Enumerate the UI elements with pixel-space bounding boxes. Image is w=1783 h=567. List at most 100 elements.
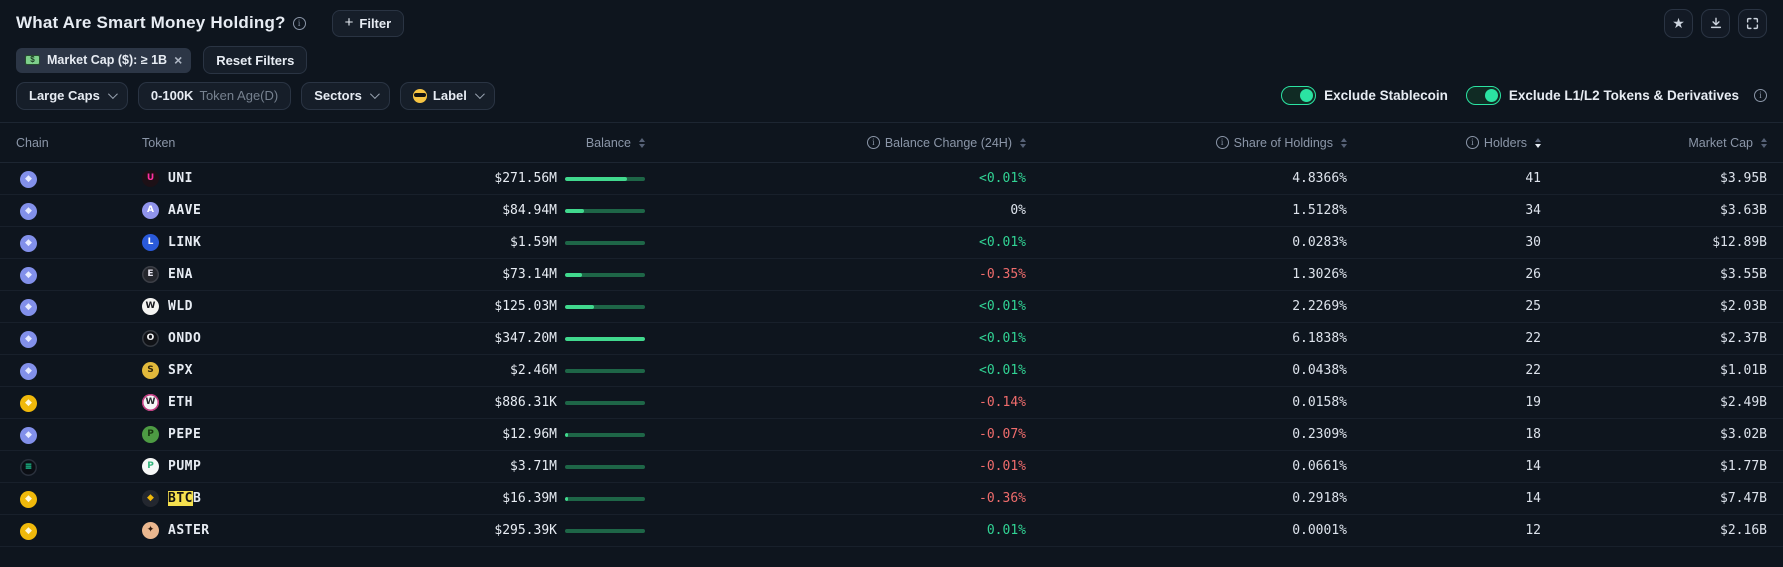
table-row[interactable]: ◆ A AAVE $84.94M 0% 1.5128% 34 $3.63B — [0, 195, 1783, 227]
chevron-down-icon — [369, 89, 380, 100]
sort-icon[interactable] — [1341, 137, 1347, 148]
column-header-balance-change[interactable]: i Balance Change (24H) — [645, 136, 1026, 150]
token-name[interactable]: PEPE — [168, 427, 202, 442]
market-cap-filter-chip[interactable]: $ Market Cap ($): ≥ 1B × — [16, 47, 192, 73]
holders-info-icon[interactable]: i — [1465, 136, 1479, 149]
token-cell[interactable]: P PEPE — [130, 426, 344, 443]
chain-cell: ◆ — [0, 169, 130, 188]
token-name[interactable]: UNI — [168, 171, 193, 186]
exclude-stablecoin-toggle[interactable] — [1281, 86, 1317, 105]
token-name[interactable]: AAVE — [168, 203, 202, 218]
reset-filters-button[interactable]: Reset Filters — [203, 46, 308, 74]
token-cell[interactable]: A AAVE — [130, 202, 344, 219]
table-row[interactable]: ◆ W ETH $886.31K -0.14% 0.0158% 19 $2.49… — [0, 387, 1783, 419]
table-row[interactable]: ◆ ◆ BTCB $16.39M -0.36% 0.2918% 14 $7.47… — [0, 483, 1783, 515]
column-header-holders[interactable]: i Holders — [1347, 136, 1541, 150]
remove-filter-icon[interactable]: × — [174, 52, 183, 68]
share-value: 0.0661% — [1292, 459, 1347, 474]
share-cell: 1.5128% — [1026, 203, 1347, 218]
holders-value: 22 — [1525, 363, 1541, 378]
token-cell[interactable]: L LINK — [130, 234, 344, 251]
token-cell[interactable]: O ONDO — [130, 330, 344, 347]
token-age-label: Token Age(D) — [199, 88, 279, 103]
exclude-l1l2-toggle[interactable] — [1465, 86, 1501, 105]
add-filter-button[interactable]: + Filter — [331, 9, 405, 37]
favorite-button[interactable]: ★ — [1664, 8, 1693, 38]
filter-controls-row: Large Caps 0-100K Token Age(D) Sectors L… — [0, 72, 1783, 110]
token-name[interactable]: ASTER — [168, 523, 210, 538]
sort-icon[interactable] — [1535, 137, 1541, 148]
sort-icon[interactable] — [639, 137, 645, 148]
download-button[interactable] — [1701, 8, 1730, 38]
sort-icon[interactable] — [1020, 137, 1026, 148]
table-row[interactable]: ◆ E ENA $73.14M -0.35% 1.3026% 26 $3.55B — [0, 259, 1783, 291]
table-row[interactable]: ◆ U UNI $271.56M <0.01% 4.8366% 41 $3.95… — [0, 163, 1783, 195]
token-cell[interactable]: ◆ BTCB — [130, 490, 344, 507]
fullscreen-button[interactable] — [1738, 8, 1767, 38]
column-label: Market Cap — [1688, 135, 1753, 150]
balance-bar — [565, 304, 645, 309]
table-row[interactable]: ◆ ✦ ASTER $295.39K 0.01% 0.0001% 12 $2.1… — [0, 515, 1783, 547]
share-value: 2.2269% — [1292, 299, 1347, 314]
balance-value: $125.03M — [494, 299, 557, 314]
token-cell[interactable]: ✦ ASTER — [130, 522, 344, 539]
holders-cell: 26 — [1347, 267, 1541, 282]
column-header-share-of-holdings[interactable]: i Share of Holdings — [1026, 136, 1347, 150]
token-name[interactable]: LINK — [168, 235, 202, 250]
share-value: 0.0283% — [1292, 235, 1347, 250]
eth-token-icon: W — [142, 394, 159, 411]
table-row[interactable]: ◆ P PEPE $12.96M -0.07% 0.2309% 18 $3.02… — [0, 419, 1783, 451]
token-name[interactable]: WLD — [168, 299, 193, 314]
btcb-token-icon: ◆ — [142, 490, 159, 507]
exclude-stablecoin-label: Exclude Stablecoin — [1324, 88, 1448, 103]
column-header-balance[interactable]: Balance — [344, 136, 645, 150]
token-name[interactable]: BTCB — [168, 491, 202, 506]
column-header-market-cap[interactable]: Market Cap — [1541, 136, 1783, 150]
table-row[interactable]: ◆ O ONDO $347.20M <0.01% 6.1838% 22 $2.3… — [0, 323, 1783, 355]
token-cell[interactable]: S SPX — [130, 362, 344, 379]
share-cell: 0.0158% — [1026, 395, 1347, 410]
token-name[interactable]: ETH — [168, 395, 193, 410]
label-dropdown[interactable]: Label — [399, 81, 495, 110]
exclude-l1l2-label: Exclude L1/L2 Tokens & Derivatives — [1508, 88, 1739, 103]
exclude-l1l2-info-icon[interactable]: i — [1754, 89, 1767, 102]
table-row[interactable]: ◆ W WLD $125.03M <0.01% 2.2269% 25 $2.03… — [0, 291, 1783, 323]
sort-icon[interactable] — [1761, 137, 1767, 148]
token-name[interactable]: SPX — [168, 363, 193, 378]
balance-change: -0.07% — [979, 427, 1026, 442]
token-name[interactable]: ENA — [168, 267, 193, 282]
token-cell[interactable]: U UNI — [130, 170, 344, 187]
share-cell: 2.2269% — [1026, 299, 1347, 314]
holders-cell: 41 — [1347, 171, 1541, 186]
balance-change-cell: -0.07% — [645, 427, 1026, 442]
column-header-chain: Chain — [0, 136, 130, 150]
token-name[interactable]: ONDO — [168, 331, 202, 346]
ethereum-chain-icon: ◆ — [20, 171, 37, 188]
market-cap-value: $3.02B — [1720, 427, 1767, 442]
holders-cell: 18 — [1347, 427, 1541, 442]
large-caps-dropdown[interactable]: Large Caps — [16, 81, 128, 110]
token-age-dropdown[interactable]: 0-100K Token Age(D) — [137, 81, 292, 110]
token-name[interactable]: PUMP — [168, 459, 202, 474]
token-cell[interactable]: E ENA — [130, 266, 344, 283]
wld-token-icon: W — [142, 298, 159, 315]
market-cap-cell: $3.02B — [1541, 427, 1783, 442]
balance-bar — [565, 464, 645, 469]
share-value: 0.0438% — [1292, 363, 1347, 378]
table-row[interactable]: ◆ S SPX $2.46M <0.01% 0.0438% 22 $1.01B — [0, 355, 1783, 387]
table-row[interactable]: ≡ P PUMP $3.71M -0.01% 0.0661% 14 $1.77B — [0, 451, 1783, 483]
balance-bar-fill — [565, 272, 582, 277]
aster-token-icon: ✦ — [142, 522, 159, 539]
share-info-icon[interactable]: i — [1215, 136, 1229, 149]
holders-value: 30 — [1525, 235, 1541, 250]
balance-cell: $12.96M — [344, 427, 645, 442]
token-cell[interactable]: P PUMP — [130, 458, 344, 475]
table-row[interactable]: ◆ L LINK $1.59M <0.01% 0.0283% 30 $12.89… — [0, 227, 1783, 259]
bnb-chain-icon: ◆ — [20, 395, 37, 412]
token-cell[interactable]: W ETH — [130, 394, 344, 411]
column-label: Holders — [1483, 135, 1527, 150]
title-info-icon[interactable]: i — [292, 16, 306, 30]
balance-change-info-icon[interactable]: i — [866, 136, 880, 149]
token-cell[interactable]: W WLD — [130, 298, 344, 315]
sectors-dropdown[interactable]: Sectors — [301, 81, 390, 110]
